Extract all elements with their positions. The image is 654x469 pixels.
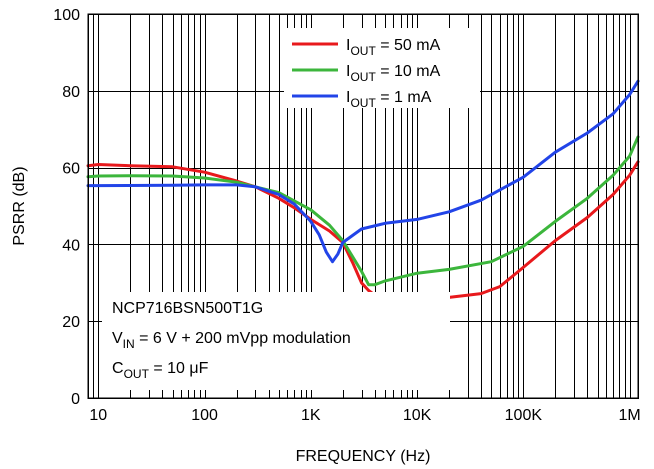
x-tick-label: 100K — [505, 407, 543, 424]
x-tick-label: 1K — [301, 407, 321, 424]
legend-entry-suffix: = 1 mA — [376, 89, 432, 106]
legend-entry-suffix: = 50 mA — [376, 37, 441, 54]
legend-entry-prefix: I — [346, 89, 350, 106]
series-line-1-ma — [86, 79, 640, 264]
annotation-box: NCP716BSN500T1G VIN = 6 V + 200 mVpp modu… — [102, 292, 450, 390]
x-tick-label: 100 — [191, 407, 218, 424]
annotation-background — [102, 292, 450, 390]
y-tick-label: 20 — [62, 314, 80, 331]
annotation-vin-prefix: V — [112, 330, 123, 347]
annotation-vin-subscript: IN — [123, 337, 135, 351]
series-group — [86, 79, 640, 303]
legend-entry: IOUT = 1 mA — [346, 89, 432, 110]
x-tick-label: 10 — [89, 407, 107, 424]
y-tick-label: 60 — [62, 161, 80, 178]
x-tick-label: 1M — [618, 407, 640, 424]
legend-entry-subscript: OUT — [350, 70, 376, 84]
y-tick-label: 40 — [62, 237, 80, 254]
y-tick-label: 100 — [53, 7, 80, 24]
legend-entry-prefix: I — [346, 37, 350, 54]
series-line-50-ma — [86, 160, 640, 303]
legend-entry-subscript: OUT — [350, 44, 376, 58]
annotation-cout-prefix: C — [112, 360, 124, 377]
legend-entry: IOUT = 50 mA — [346, 37, 441, 58]
plot-frame — [87, 13, 639, 399]
y-tick-label: 0 — [71, 391, 80, 408]
legend-entry-suffix: = 10 mA — [376, 63, 441, 80]
x-tick-labels: 10 100 1K 10K 100K 1M — [89, 407, 640, 424]
legend-entry: IOUT = 10 mA — [346, 63, 441, 84]
annotation-vin: VIN = 6 V + 200 mVpp modulation — [112, 330, 351, 351]
annotation-vin-suffix: = 6 V + 200 mVpp modulation — [135, 330, 351, 347]
x-axis-title: FREQUENCY (Hz) — [296, 448, 431, 465]
annotation-cout: COUT = 10 μF — [112, 360, 209, 381]
series-line-10-ma — [86, 135, 640, 287]
y-axis-title: PSRR (dB) — [11, 166, 28, 245]
annotation-device: NCP716BSN500T1G — [112, 300, 263, 317]
annotation-cout-suffix: = 10 μF — [149, 360, 209, 377]
annotation-cout-subscript: OUT — [124, 367, 150, 381]
legend-entry-subscript: OUT — [350, 96, 376, 110]
y-tick-labels: 0 20 40 60 80 100 — [53, 7, 80, 408]
x-tick-label: 10K — [403, 407, 432, 424]
legend-entry-prefix: I — [346, 63, 350, 80]
y-tick-label: 80 — [62, 84, 80, 101]
